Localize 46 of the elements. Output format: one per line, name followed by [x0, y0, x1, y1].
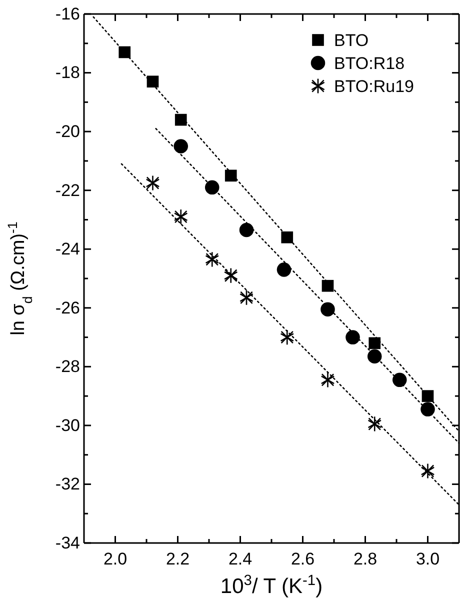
- legend-label: BTO:R18: [334, 54, 405, 73]
- point: [320, 302, 335, 316]
- point: [240, 290, 254, 306]
- x-tick-label: 2.4: [228, 550, 252, 569]
- point: [320, 372, 335, 388]
- x-tick-label: 3.0: [416, 550, 440, 569]
- point: [276, 262, 292, 277]
- x-tick-label: 2.8: [353, 550, 378, 569]
- point: [224, 170, 237, 182]
- y-tick-label: -30: [55, 416, 80, 435]
- x-tick-label: 2.2: [166, 550, 190, 569]
- point: [420, 402, 435, 416]
- point: [174, 208, 188, 225]
- point: [118, 46, 131, 58]
- y-tick-label: -16: [55, 4, 80, 24]
- point: [174, 139, 188, 154]
- point: [368, 337, 381, 350]
- point: [239, 222, 254, 238]
- y-tick-label: -22: [55, 180, 80, 200]
- point: [392, 372, 407, 388]
- point: [368, 416, 382, 432]
- point: [204, 180, 220, 195]
- point: [224, 268, 238, 284]
- y-tick-label: -18: [55, 63, 80, 82]
- x-axis-title: 10$^{3}$/ T (K$^{-1}$): [220, 573, 323, 598]
- point: [420, 463, 435, 479]
- y-tick-label: -20: [55, 122, 80, 141]
- point: [281, 231, 294, 244]
- y-tick-label: -28: [55, 357, 80, 376]
- y-tick-label: -24: [55, 240, 80, 259]
- point: [146, 175, 160, 191]
- y-tick-label: -26: [55, 298, 80, 318]
- legend-label: BTO: [334, 31, 369, 50]
- x-tick-label: 2.0: [103, 550, 128, 569]
- y-tick-label: -32: [55, 474, 80, 494]
- point: [174, 114, 187, 126]
- point: [322, 280, 334, 292]
- x-tick-label: 2.6: [290, 550, 315, 569]
- point: [346, 330, 360, 344]
- point: [367, 349, 382, 364]
- point: [205, 251, 220, 268]
- point: [146, 76, 159, 88]
- point: [422, 390, 434, 402]
- point: [280, 329, 294, 346]
- y-tick-label: -34: [55, 533, 80, 552]
- legend-label: BTO:Ru19: [334, 77, 414, 96]
